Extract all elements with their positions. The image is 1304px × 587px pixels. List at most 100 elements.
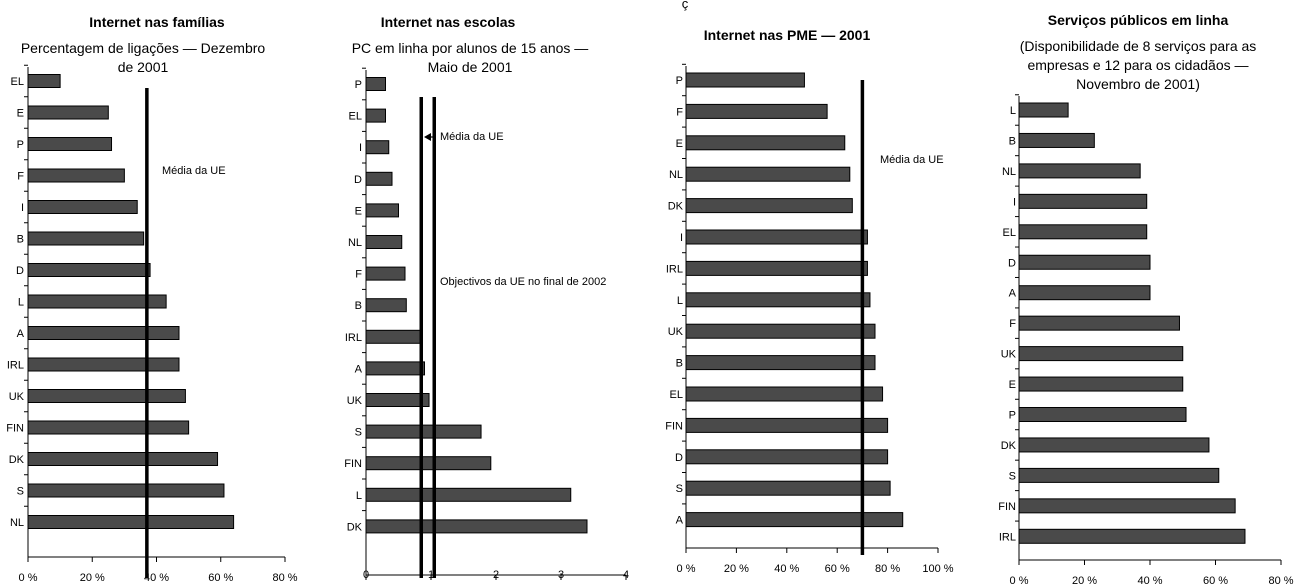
- bar-servicos-F: [1018, 315, 1180, 331]
- chart-title-servicos: Serviços públicos em linha: [1048, 12, 1229, 28]
- bar-familias-EL: [27, 74, 61, 88]
- bar-servicos-P: [1018, 407, 1187, 422]
- x-tick-label: 1: [428, 569, 434, 581]
- bar-pme-NL: [685, 166, 851, 182]
- bar-escolas-DK: [365, 519, 588, 534]
- category-label: F: [1009, 318, 1016, 330]
- bar-familias-A: [27, 326, 180, 340]
- bar-escolas-I: [365, 140, 390, 155]
- chart-subtitle-escolas-line2: Maio de 2001: [428, 59, 513, 75]
- bar-familias-L: [27, 294, 167, 309]
- bar-escolas-P: [365, 77, 386, 91]
- bar-pme-DK: [685, 198, 853, 214]
- bar-servicos-S: [1018, 467, 1220, 483]
- chart-subtitle-familias-line1: Percentagem de ligações — Dezembro: [21, 40, 266, 56]
- x-tick-label: 80 %: [272, 572, 297, 584]
- chart-title-escolas: Internet nas escolas: [381, 14, 516, 30]
- category-label: FIN: [344, 458, 362, 470]
- x-tick-label: 100 %: [922, 563, 953, 575]
- category-label: DK: [9, 454, 25, 466]
- panel-internet-escolas: Internet nas escolas PC em linha por alu…: [344, 14, 629, 581]
- chart-title-familias: Internet nas famílias: [89, 14, 225, 30]
- bar-escolas-L: [365, 487, 572, 502]
- bar-servicos-A: [1018, 285, 1151, 301]
- category-label: E: [17, 108, 24, 120]
- bar-escolas-FIN: [365, 456, 492, 471]
- category-label: L: [677, 295, 683, 307]
- category-label: NL: [1002, 166, 1016, 178]
- category-label: P: [355, 79, 362, 91]
- x-tick-label: 80 %: [875, 563, 900, 575]
- bar-familias-I: [27, 200, 138, 214]
- category-label: EL: [670, 389, 683, 401]
- x-tick-label: 4: [623, 569, 629, 581]
- category-label: D: [354, 174, 362, 186]
- panel-internet-pme: Internet nas PME — 2001 0 % 20 % 40 % 60 % 8…: [665, 27, 954, 575]
- bar-escolas-IRL: [365, 329, 422, 344]
- bar-familias-DK: [27, 452, 219, 466]
- category-label: IRL: [345, 332, 362, 344]
- bar-familias-F: [27, 168, 125, 183]
- bar-pme-L: [685, 292, 871, 308]
- bar-servicos-EL: [1018, 224, 1148, 240]
- chart-title-pme: Internet nas PME — 2001: [704, 27, 871, 43]
- bar-servicos-I: [1018, 193, 1148, 209]
- category-label: UK: [9, 391, 25, 403]
- x-tick-label: 0: [363, 569, 369, 581]
- category-label: A: [17, 328, 25, 340]
- bar-servicos-E: [1018, 376, 1184, 392]
- bar-familias-IRL: [27, 357, 180, 372]
- bar-pme-UK: [685, 323, 876, 339]
- category-label: P: [17, 139, 24, 151]
- bar-familias-D: [27, 263, 151, 277]
- category-label: S: [1009, 470, 1016, 482]
- bar-escolas-NL: [365, 235, 403, 249]
- category-label: E: [1009, 379, 1016, 391]
- bar-escolas-EL: [365, 108, 386, 123]
- category-label: E: [355, 205, 362, 217]
- bar-servicos-D: [1018, 254, 1151, 270]
- category-label: IRL: [7, 360, 24, 372]
- category-label: L: [356, 490, 362, 502]
- category-label: FIN: [6, 423, 24, 435]
- bar-escolas-S: [365, 424, 482, 439]
- category-label: P: [676, 75, 683, 87]
- category-label: EL: [349, 111, 362, 123]
- category-label: UK: [668, 326, 684, 338]
- category-label: IRL: [999, 531, 1016, 543]
- category-label: E: [676, 138, 683, 150]
- bar-escolas-F: [365, 266, 406, 281]
- category-label: FIN: [665, 420, 683, 432]
- bar-escolas-E: [365, 203, 399, 218]
- annotation-arrow-head: [424, 133, 431, 141]
- reference-line-label: Média da UE: [440, 131, 504, 143]
- x-tick-label: 80 %: [1268, 575, 1293, 587]
- category-label: NL: [669, 169, 683, 181]
- category-label: DK: [668, 201, 684, 213]
- category-label: EL: [11, 76, 24, 88]
- bar-escolas-A: [365, 361, 425, 376]
- chart-subtitle-escolas-line1: PC em linha por alunos de 15 anos —: [352, 40, 589, 56]
- panel-internet-familias: Internet nas famílias Percentagem de lig…: [6, 14, 297, 584]
- bar-pme-A: [685, 512, 904, 528]
- bar-servicos-L: [1018, 102, 1069, 118]
- x-tick-label: 40 %: [1137, 575, 1162, 587]
- panel-servicos-publicos: Serviços públicos em linha (Disponibilid…: [998, 12, 1293, 587]
- x-tick-label: 3: [558, 569, 564, 581]
- category-label: EL: [1003, 227, 1016, 239]
- bar-pme-EL: [685, 386, 884, 402]
- x-tick-label: 20 %: [1072, 575, 1097, 587]
- bar-pme-B: [685, 355, 876, 371]
- category-label: IRL: [666, 263, 683, 275]
- bar-pme-D: [685, 449, 889, 465]
- bar-escolas-UK: [365, 393, 430, 407]
- bar-familias-UK: [27, 389, 186, 403]
- category-label: L: [18, 297, 24, 309]
- bar-escolas-B: [365, 298, 407, 313]
- category-label: A: [355, 363, 363, 375]
- category-label: B: [676, 358, 683, 370]
- x-tick-label: 0 %: [677, 563, 696, 575]
- bar-pme-F: [685, 103, 828, 119]
- bar-familias-S: [27, 483, 225, 498]
- bar-servicos-IRL: [1018, 528, 1246, 544]
